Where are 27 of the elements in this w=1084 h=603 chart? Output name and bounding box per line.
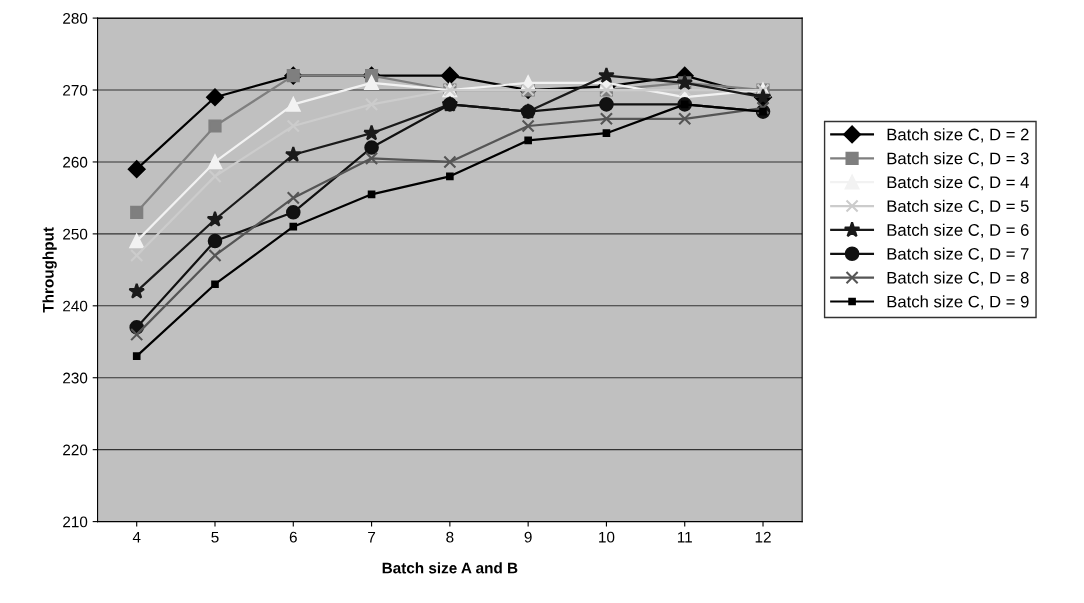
legend-label: Batch size C, D = 3 bbox=[887, 152, 1029, 167]
legend-label: Batch size C, D = 8 bbox=[887, 271, 1029, 286]
y-axis-title: Throughput bbox=[42, 227, 57, 313]
x-tick-label: 6 bbox=[289, 531, 297, 543]
y-tick-label: 260 bbox=[63, 156, 88, 168]
legend-label: Batch size C, D = 7 bbox=[887, 247, 1029, 262]
x-tick-label: 5 bbox=[211, 531, 219, 543]
legend-label: Batch size C, D = 4 bbox=[887, 175, 1029, 191]
y-tick-label: 220 bbox=[63, 444, 88, 456]
x-tick-label: 4 bbox=[132, 531, 141, 543]
y-tick-label: 250 bbox=[63, 228, 88, 240]
y-tick-label: 270 bbox=[63, 84, 88, 96]
x-tick-label: 7 bbox=[368, 531, 376, 543]
x-tick-label: 9 bbox=[524, 531, 532, 543]
legend-label: Batch size C, D = 9 bbox=[887, 295, 1029, 310]
y-tick-label: 280 bbox=[63, 12, 88, 24]
x-axis-title: Batch size A and B bbox=[382, 562, 518, 574]
x-tick-label: 12 bbox=[755, 531, 771, 543]
y-tick-label: 210 bbox=[63, 516, 88, 528]
x-tick-label: 10 bbox=[599, 531, 615, 543]
legend-label: Batch size C, D = 2 bbox=[887, 128, 1029, 143]
y-tick-label: 240 bbox=[63, 300, 88, 312]
x-tick-label: 11 bbox=[677, 531, 692, 543]
legend-label: Batch size C, D = 6 bbox=[887, 223, 1029, 238]
legend-label: Batch size C, D = 5 bbox=[887, 199, 1029, 214]
y-tick-label: 230 bbox=[63, 372, 88, 384]
x-tick-label: 8 bbox=[446, 531, 454, 543]
